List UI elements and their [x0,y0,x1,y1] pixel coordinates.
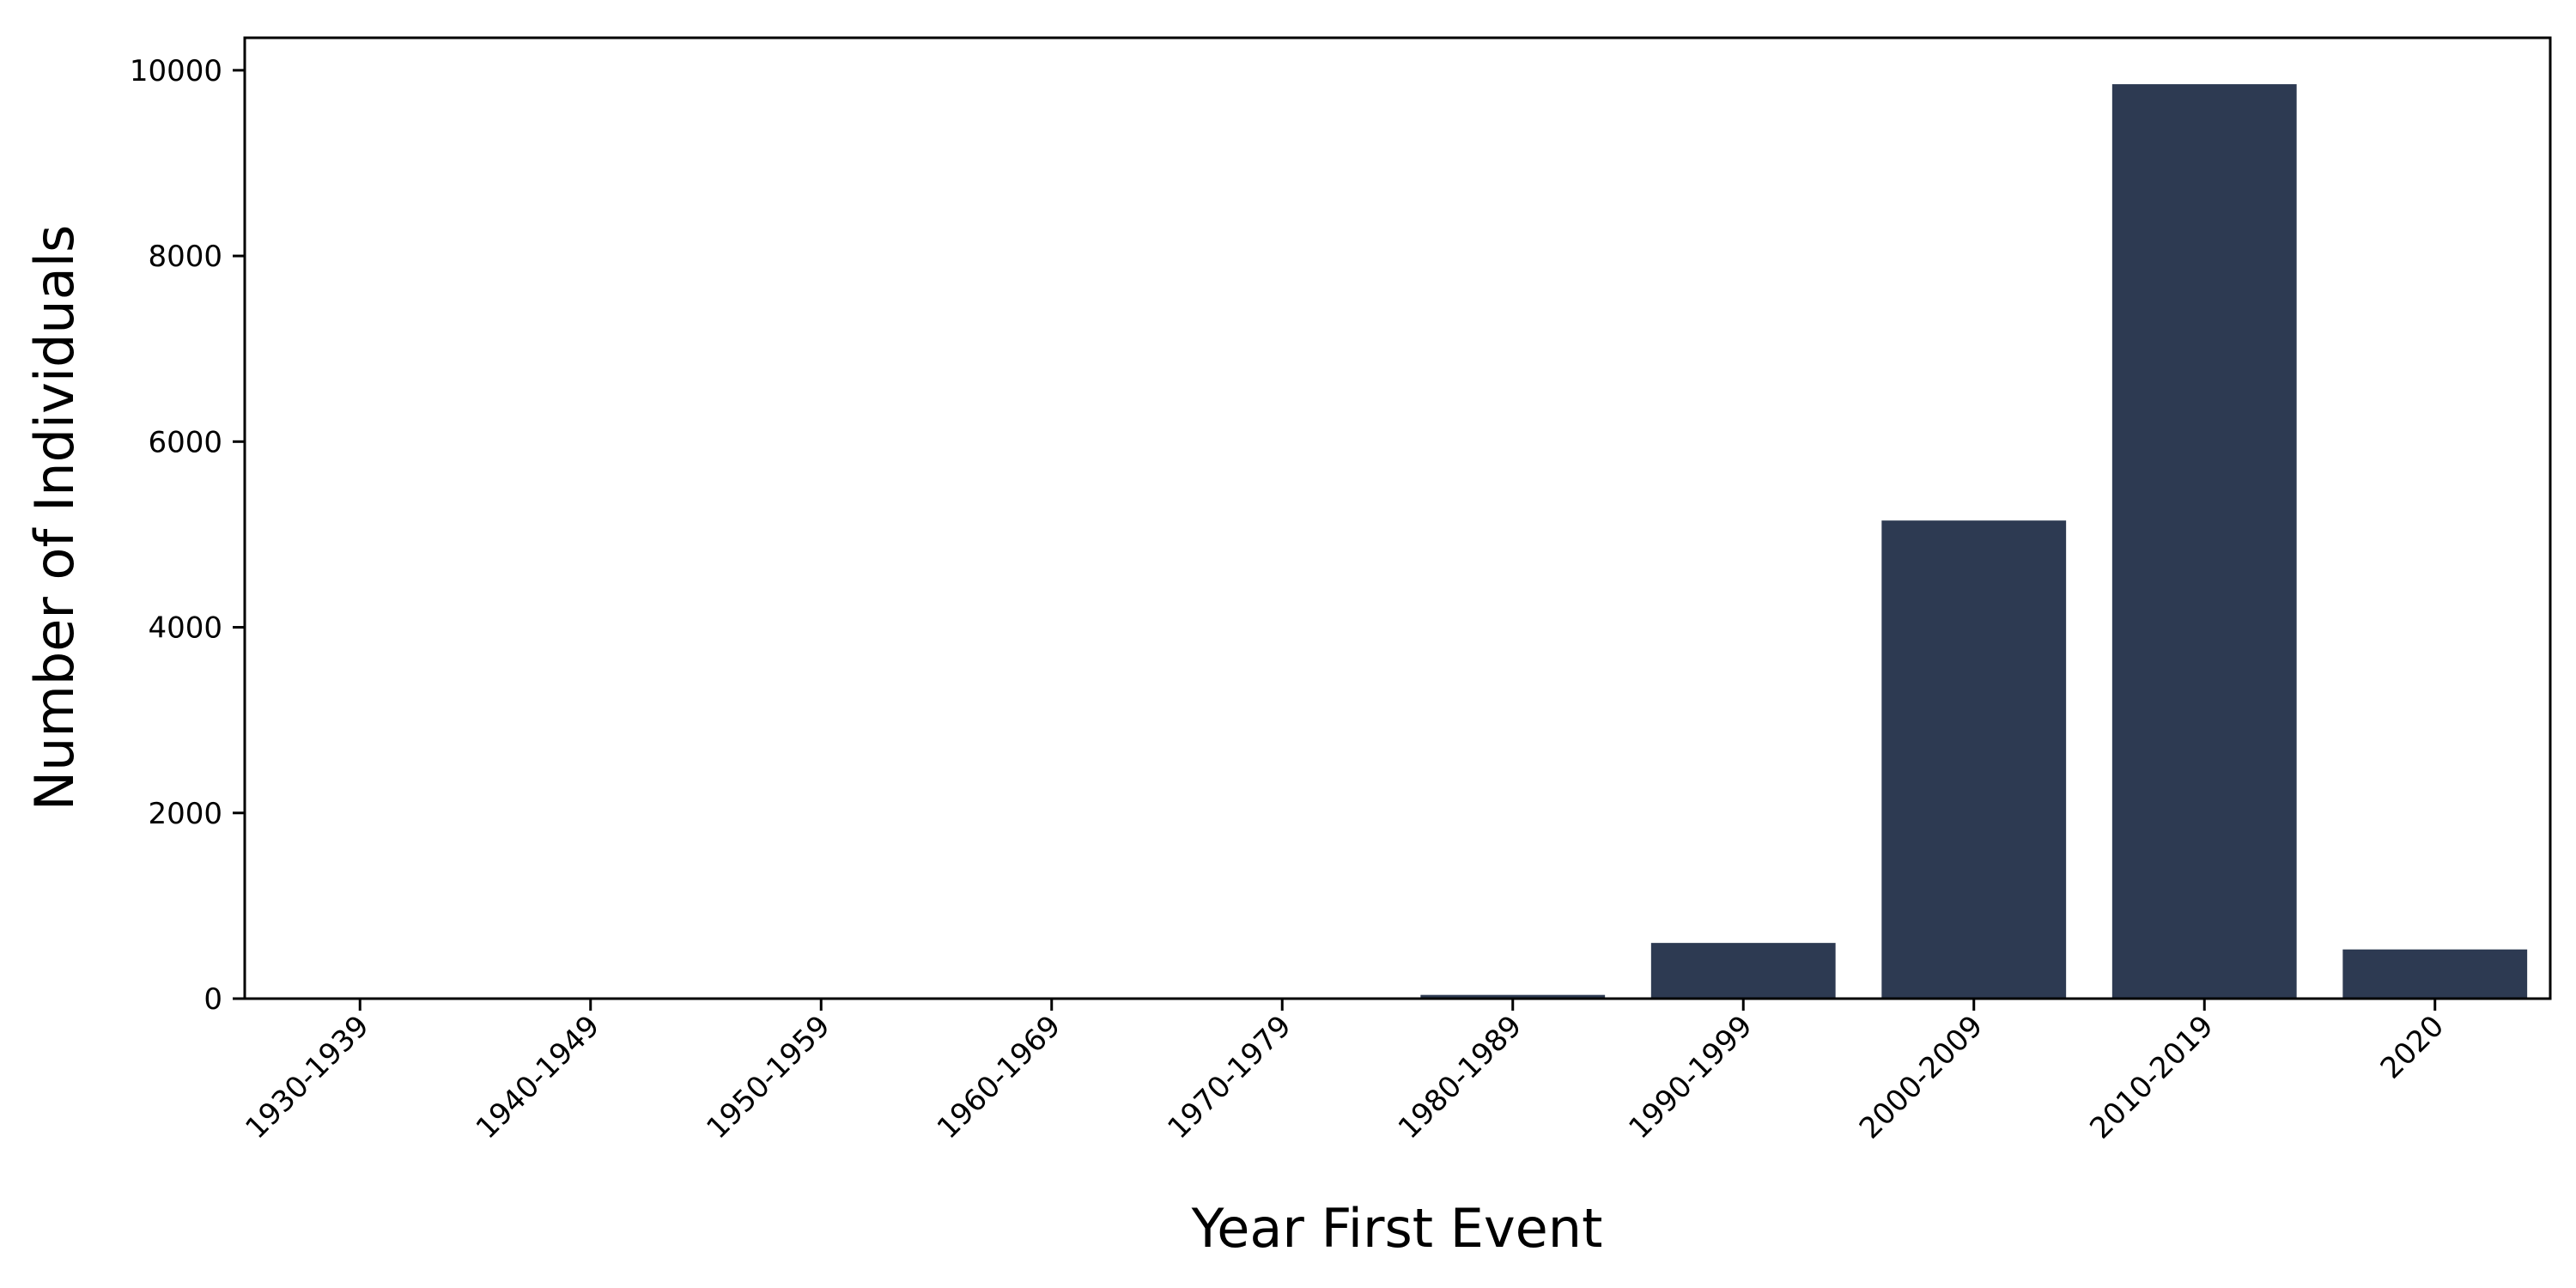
bar-1990-1999 [1650,943,1836,999]
y-tick-label: 8000 [148,240,222,274]
x-axis-ticks: 1930-1939 1940-1949 1950-1959 1960-1969 1970… [239,999,2451,1145]
bar-2010-2019 [2111,84,2297,999]
x-axis-label: Year First Event [1191,1197,1603,1260]
y-tick-label: 6000 [148,425,222,459]
bar-2020 [2342,949,2528,999]
y-axis-label: Number of Individuals [23,225,86,811]
x-tick-label: 1950-1959 [700,1009,836,1145]
y-axis-ticks: 0 2000 4000 6000 8000 10000 [130,54,245,1017]
bar-1980-1989 [1420,994,1606,999]
bars-group [267,84,2528,999]
y-tick-label: 10000 [130,54,222,88]
plot-frame [243,36,2552,1000]
x-tick-label: 1980-1989 [1392,1009,1528,1145]
y-tick-label: 4000 [148,611,222,646]
x-tick-label: 2020 [2374,1009,2451,1085]
x-tick-label: 1990-1999 [1622,1009,1759,1145]
x-tick-label: 1930-1939 [239,1009,375,1145]
x-tick-label: 1940-1949 [470,1009,606,1145]
bar-2000-2009 [1881,520,2067,999]
x-tick-label: 1960-1969 [931,1009,1067,1145]
y-tick-label: 0 [204,982,222,1017]
y-tick-label: 2000 [148,797,222,831]
x-tick-label: 1970-1979 [1161,1009,1297,1145]
x-tick-label: 2010-2019 [2083,1009,2220,1145]
x-tick-label: 2000-2009 [1853,1009,1990,1145]
